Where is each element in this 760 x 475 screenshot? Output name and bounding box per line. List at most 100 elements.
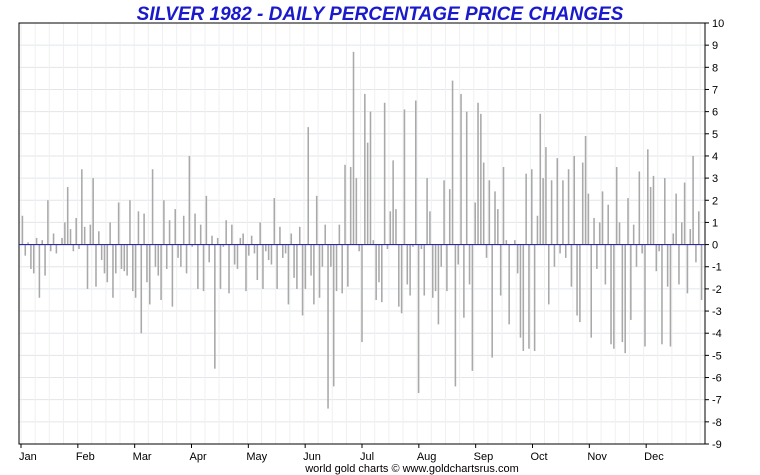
- bar: [593, 217, 595, 245]
- bar: [338, 224, 341, 245]
- y-tick-label: 8: [712, 62, 718, 74]
- bar: [661, 244, 663, 345]
- y-tick-label: -1: [712, 262, 722, 274]
- bar: [321, 244, 324, 267]
- bar: [468, 244, 471, 285]
- bar: [185, 244, 188, 274]
- bar: [488, 180, 491, 245]
- bar: [92, 178, 94, 245]
- bar: [624, 244, 626, 354]
- bar: [567, 169, 570, 245]
- bar: [98, 231, 100, 245]
- bar: [231, 224, 233, 245]
- bar: [485, 244, 488, 258]
- bar: [214, 244, 216, 369]
- bar: [514, 240, 516, 245]
- bar: [570, 244, 573, 287]
- bar: [211, 235, 213, 245]
- bar: [649, 186, 652, 245]
- bar: [497, 209, 499, 245]
- x-tick-label: Apr: [190, 451, 207, 463]
- bar: [683, 182, 686, 245]
- bar: [41, 240, 44, 245]
- bar: [69, 229, 72, 245]
- bar: [248, 244, 250, 256]
- bar: [494, 191, 496, 245]
- x-tick-label: Mar: [133, 451, 152, 463]
- bar: [100, 244, 103, 261]
- bar: [601, 191, 604, 245]
- bar: [666, 244, 669, 287]
- bar: [352, 51, 355, 245]
- bar: [457, 244, 459, 265]
- bar: [239, 237, 242, 245]
- bar: [383, 102, 386, 245]
- bar: [618, 222, 621, 245]
- bar: [89, 224, 92, 245]
- bar: [443, 180, 445, 245]
- bar: [32, 244, 35, 274]
- bar: [134, 244, 137, 298]
- bar: [30, 244, 32, 269]
- bar: [313, 244, 315, 305]
- bar: [349, 167, 352, 245]
- bar: [168, 220, 171, 245]
- y-tick-label: 2: [712, 195, 718, 207]
- bar: [222, 244, 225, 247]
- bar: [641, 244, 643, 254]
- bar: [559, 244, 561, 254]
- y-tick-label: -2: [712, 284, 722, 296]
- y-tick-label: 4: [712, 151, 718, 163]
- bar: [160, 244, 162, 300]
- bar: [437, 244, 440, 325]
- bar: [465, 111, 468, 245]
- bar: [293, 244, 295, 278]
- y-tick-label: -3: [712, 306, 722, 318]
- bar: [531, 169, 533, 245]
- y-tick-label: -5: [712, 350, 722, 362]
- bar: [117, 202, 120, 245]
- bar: [72, 244, 75, 252]
- bar: [301, 244, 304, 316]
- y-tick-label: -9: [712, 439, 722, 451]
- bar: [148, 244, 151, 305]
- bar: [386, 244, 389, 250]
- bar: [236, 244, 239, 269]
- bar: [519, 244, 522, 338]
- bar: [584, 136, 587, 245]
- bar: [267, 244, 270, 261]
- bar: [75, 217, 77, 245]
- y-tick-label: -6: [712, 373, 722, 385]
- bar: [615, 167, 618, 245]
- bar: [539, 113, 542, 245]
- bar: [686, 244, 689, 294]
- bar: [697, 211, 700, 245]
- bar: [409, 244, 411, 296]
- bars: [21, 51, 703, 409]
- bar: [610, 244, 612, 345]
- bar: [304, 244, 307, 289]
- y-tick-label: 7: [712, 84, 718, 96]
- y-tick-label: -7: [712, 395, 722, 407]
- y-tick-label: 1: [712, 217, 718, 229]
- bar: [180, 244, 182, 267]
- bar: [103, 244, 106, 274]
- bar: [579, 244, 581, 323]
- x-tick-label: Jun: [303, 451, 321, 463]
- bar: [279, 226, 281, 245]
- bar: [647, 149, 649, 245]
- bar: [81, 169, 83, 245]
- bar: [276, 244, 278, 289]
- y-tick-label: 0: [712, 240, 718, 252]
- bar: [553, 244, 556, 267]
- bar: [265, 244, 267, 252]
- bar: [378, 244, 380, 283]
- bar: [692, 155, 694, 245]
- bar: [392, 160, 394, 245]
- bar: [528, 244, 530, 349]
- bar: [480, 113, 482, 245]
- bar: [262, 244, 264, 289]
- bar: [361, 244, 363, 343]
- bar: [502, 167, 505, 245]
